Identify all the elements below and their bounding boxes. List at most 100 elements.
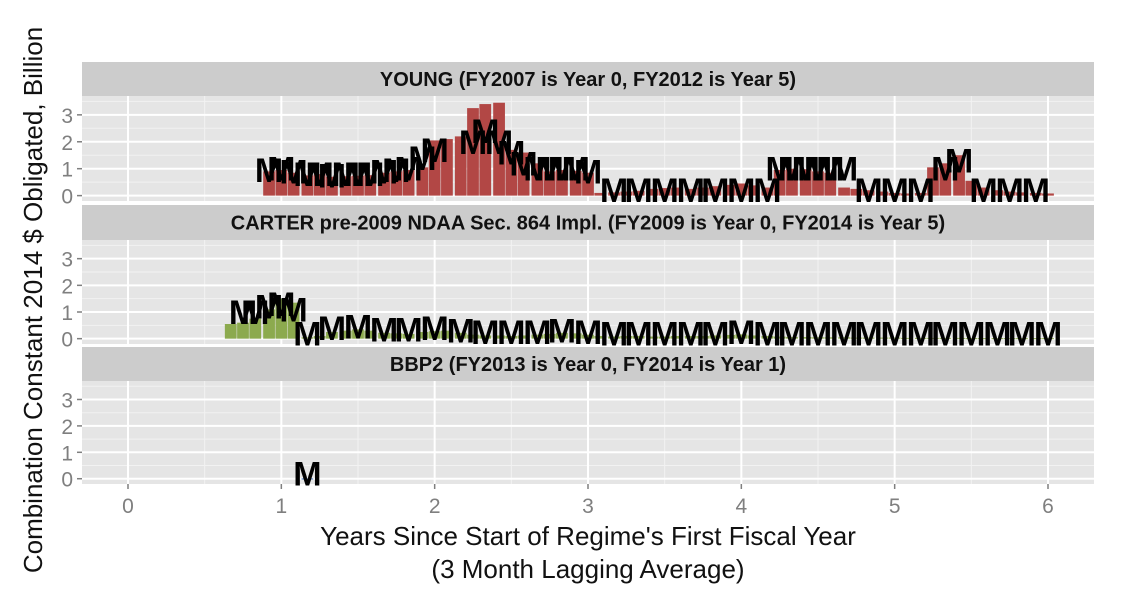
data-label: M — [562, 151, 590, 189]
bar — [786, 168, 798, 196]
data-label: M — [753, 172, 781, 210]
bar — [862, 337, 875, 339]
bar — [632, 336, 645, 339]
bar — [709, 186, 722, 196]
bar — [799, 337, 812, 339]
bar — [467, 108, 479, 196]
bar — [608, 336, 620, 339]
bar — [517, 335, 530, 339]
bar — [838, 187, 850, 196]
data-label: M — [408, 140, 436, 178]
data-label: M — [318, 157, 346, 195]
bar — [671, 187, 683, 196]
data-label: M — [344, 156, 372, 194]
data-label: M — [471, 314, 499, 352]
bar — [812, 171, 824, 196]
data-label: M — [394, 151, 422, 189]
bar — [1042, 338, 1054, 340]
bar — [378, 332, 390, 339]
data-label: M — [701, 172, 729, 210]
data-label: M — [332, 156, 360, 194]
bar — [287, 172, 300, 196]
bar — [671, 336, 683, 339]
bar — [927, 167, 939, 196]
data-label: M — [907, 172, 935, 210]
data-label: M — [600, 172, 628, 210]
bar — [632, 190, 645, 196]
bar — [402, 170, 415, 196]
x-axis: 0 1 2 3 4 5 6 — [122, 484, 1054, 518]
data-label: M — [651, 172, 679, 210]
x-axis-title: Years Since Start of Regime's First Fisc… — [320, 521, 856, 551]
bar — [479, 335, 492, 339]
bar — [799, 169, 812, 196]
bar — [723, 334, 735, 339]
bar — [965, 338, 978, 340]
data-label: M — [471, 113, 499, 151]
bar — [467, 334, 479, 339]
y-tick-label: 2 — [61, 416, 73, 439]
data-label: M — [485, 124, 513, 162]
bar — [901, 337, 913, 339]
bar — [850, 337, 863, 339]
bar — [1016, 192, 1028, 196]
bar — [888, 192, 901, 196]
bar — [441, 330, 453, 339]
bar — [953, 155, 965, 196]
data-label: M — [293, 455, 321, 493]
bar — [991, 190, 1004, 196]
bar — [773, 170, 786, 196]
bar — [263, 171, 275, 196]
panel-strip — [82, 347, 1094, 381]
data-label: M — [996, 172, 1024, 210]
bar — [977, 187, 990, 196]
bar — [301, 478, 314, 480]
bar — [263, 309, 275, 339]
bar — [275, 298, 288, 339]
bar — [313, 336, 326, 339]
data-label: M — [1022, 172, 1050, 210]
bar — [786, 337, 798, 339]
bar — [684, 336, 697, 339]
data-label: M — [267, 151, 295, 189]
bar — [287, 302, 300, 339]
data-label: M — [421, 132, 449, 170]
y-tick-label: 3 — [61, 105, 73, 128]
bar — [761, 187, 774, 196]
bar — [531, 334, 544, 339]
bar — [237, 322, 249, 339]
bar — [594, 336, 607, 339]
bar — [1003, 338, 1016, 340]
bar — [697, 336, 709, 339]
data-label: M — [574, 153, 602, 191]
data-label: M — [279, 153, 307, 191]
bar — [224, 324, 237, 339]
bar — [876, 191, 889, 196]
data-label: M — [497, 135, 525, 173]
bar — [761, 336, 774, 339]
bar — [454, 332, 467, 339]
data-label: M — [509, 145, 537, 183]
bar — [684, 188, 697, 196]
bar — [953, 337, 965, 339]
bar — [517, 152, 530, 196]
bar — [416, 167, 429, 196]
bar — [249, 318, 262, 339]
data-label: M — [548, 151, 576, 189]
bar — [390, 333, 403, 339]
bar — [747, 185, 760, 196]
bar — [991, 338, 1004, 340]
bar — [402, 333, 415, 339]
data-label: M — [804, 151, 832, 189]
data-label: M — [523, 151, 551, 189]
bar — [326, 176, 338, 196]
x-axis-subtitle: (3 Month Lagging Average) — [431, 554, 744, 584]
bar — [876, 337, 889, 339]
data-label: M — [255, 289, 283, 327]
bar — [556, 332, 568, 339]
bar — [773, 336, 786, 339]
data-label: M — [574, 314, 602, 352]
data-label: M — [267, 286, 295, 324]
y-tick-label: 1 — [61, 442, 73, 465]
bar — [556, 170, 568, 196]
